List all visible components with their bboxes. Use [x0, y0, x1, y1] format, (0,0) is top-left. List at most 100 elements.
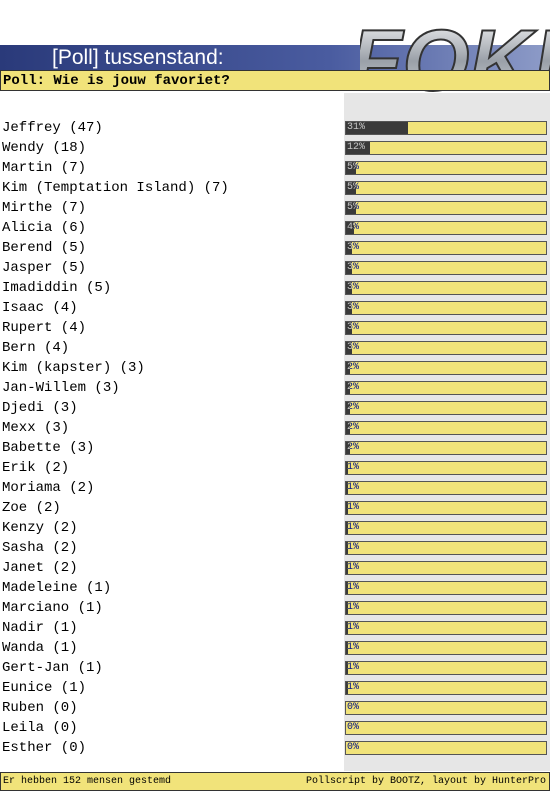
option-row: Moriama (2) 1% [0, 480, 550, 496]
option-row: Ruben (0) 0% [0, 700, 550, 716]
percent-label: 0% [347, 742, 360, 753]
option-row: Jeffrey (47) 31% [0, 120, 550, 136]
bar-track: 1% [345, 661, 547, 675]
option-row: Marciano (1) 1% [0, 600, 550, 616]
option-label: Wendy (18) [2, 140, 87, 156]
bar-track: 0% [345, 721, 547, 735]
option-label: Jan-Willem (3) [2, 380, 120, 396]
option-row: Jan-Willem (3) 2% [0, 380, 550, 396]
option-label: Mirthe (7) [2, 200, 87, 216]
bar [346, 382, 350, 394]
percent-label: 5% [347, 202, 360, 213]
option-row: Imadiddin (5) 3% [0, 280, 550, 296]
bar-track: 5% [345, 201, 547, 215]
bar [346, 282, 352, 294]
bar-track: 3% [345, 261, 547, 275]
bar-track: 1% [345, 581, 547, 595]
option-label: Gert-Jan (1) [2, 660, 103, 676]
option-row: Kim (Temptation Island) (7) 5% [0, 180, 550, 196]
option-label: Martin (7) [2, 160, 87, 176]
bar [346, 522, 348, 534]
percent-label: 1% [347, 622, 360, 633]
option-row: Wendy (18) 12% [0, 140, 550, 156]
bar [346, 502, 348, 514]
percent-label: 2% [347, 442, 360, 453]
percent-label: 2% [347, 422, 360, 433]
option-label: Madeleine (1) [2, 580, 112, 596]
option-label: Sasha (2) [2, 540, 78, 556]
option-row: Jasper (5) 3% [0, 260, 550, 276]
option-row: Rupert (4) 3% [0, 320, 550, 336]
bar [346, 682, 348, 694]
option-label: Isaac (4) [2, 300, 78, 316]
bar-track: 1% [345, 621, 547, 635]
bar [346, 162, 356, 174]
bar-track: 1% [345, 601, 547, 615]
option-label: Jeffrey (47) [2, 120, 103, 136]
option-label: Kim (Temptation Island) (7) [2, 180, 229, 196]
option-label: Zoe (2) [2, 500, 61, 516]
bar-track: 5% [345, 181, 547, 195]
option-label: Bern (4) [2, 340, 70, 356]
percent-label: 1% [347, 482, 360, 493]
option-row: Madeleine (1) 1% [0, 580, 550, 596]
bar-track: 1% [345, 681, 547, 695]
option-label: Alicia (6) [2, 220, 87, 236]
option-row: Isaac (4) 3% [0, 300, 550, 316]
option-row: Bern (4) 3% [0, 340, 550, 356]
bar [346, 442, 350, 454]
option-row: Gert-Jan (1) 1% [0, 660, 550, 676]
option-label: Djedi (3) [2, 400, 78, 416]
option-row: Berend (5) 3% [0, 240, 550, 256]
percent-label: 3% [347, 322, 360, 333]
option-row: Kenzy (2) 1% [0, 520, 550, 536]
bar [346, 422, 350, 434]
bar-track: 1% [345, 481, 547, 495]
percent-label: 1% [347, 562, 360, 573]
bar-track: 1% [345, 461, 547, 475]
bar-track: 3% [345, 241, 547, 255]
option-label: Nadir (1) [2, 620, 78, 636]
percent-label: 3% [347, 282, 360, 293]
bar [346, 142, 370, 154]
percent-label: 31% [347, 122, 366, 133]
percent-label: 4% [347, 222, 360, 233]
option-label: Eunice (1) [2, 680, 87, 696]
percent-label: 1% [347, 682, 360, 693]
bar [346, 662, 348, 674]
bar [346, 462, 348, 474]
bar-track: 3% [345, 321, 547, 335]
percent-label: 2% [347, 402, 360, 413]
percent-label: 2% [347, 362, 360, 373]
percent-label: 1% [347, 542, 360, 553]
percent-label: 12% [347, 142, 366, 153]
percent-label: 3% [347, 262, 360, 273]
option-label: Erik (2) [2, 460, 70, 476]
option-row: Esther (0) 0% [0, 740, 550, 756]
option-label: Janet (2) [2, 560, 78, 576]
option-label: Kim (kapster) (3) [2, 360, 145, 376]
option-label: Imadiddin (5) [2, 280, 112, 296]
option-label: Marciano (1) [2, 600, 103, 616]
option-row: Leila (0) 0% [0, 720, 550, 736]
bar [346, 182, 356, 194]
percent-label: 3% [347, 342, 360, 353]
option-label: Wanda (1) [2, 640, 78, 656]
percent-label: 1% [347, 582, 360, 593]
bar-track: 0% [345, 741, 547, 755]
bar-track: 2% [345, 441, 547, 455]
percent-label: 3% [347, 242, 360, 253]
bar-track: 2% [345, 381, 547, 395]
bar [346, 622, 348, 634]
option-label: Moriama (2) [2, 480, 95, 496]
bar [346, 322, 352, 334]
bar [346, 202, 356, 214]
footer: Er hebben 152 mensen gestemd Pollscript … [0, 772, 550, 791]
bar-track: 2% [345, 361, 547, 375]
option-row: Wanda (1) 1% [0, 640, 550, 656]
option-row: Nadir (1) 1% [0, 620, 550, 636]
option-row: Erik (2) 1% [0, 460, 550, 476]
option-row: Zoe (2) 1% [0, 500, 550, 516]
vote-count: Er hebben 152 mensen gestemd [3, 776, 172, 787]
percent-label: 1% [347, 502, 360, 513]
